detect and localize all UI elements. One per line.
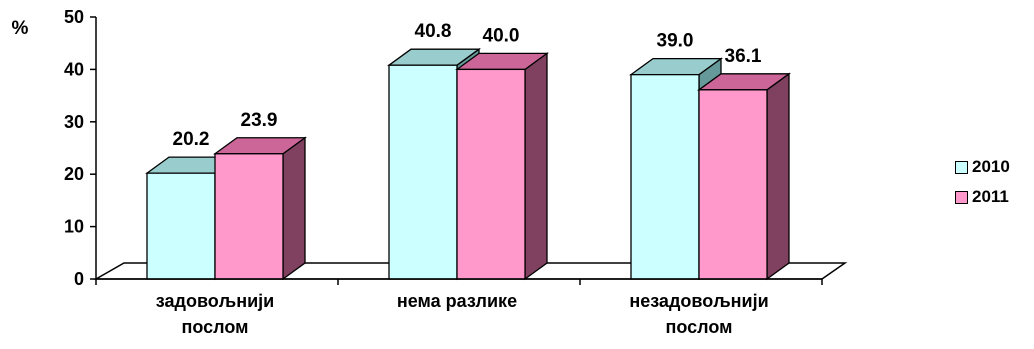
bar-value-label: 40.0 [483, 25, 520, 46]
bar-value-label: 23.9 [241, 110, 278, 131]
bar-value-label: 40.8 [415, 21, 452, 42]
bar-value-label: 39.0 [657, 31, 694, 52]
bar-front [456, 68, 526, 280]
legend-item-2011: 2011 [955, 182, 1010, 212]
y-tick-label: 20 [64, 164, 84, 184]
bar-front [388, 64, 458, 280]
y-tick-label: 40 [64, 59, 84, 79]
legend-item-2010: 2010 [955, 152, 1010, 182]
bar-2011-2: 36.1 [697, 46, 791, 281]
y-axis-label: % [12, 18, 29, 39]
x-axis: задовољнији послом нема разлике незадовољни… [95, 278, 823, 337]
x-category-label: послом [182, 317, 249, 337]
bar-side [524, 52, 548, 281]
x-category-label: незадовољнији [629, 291, 768, 311]
bar-value-label: 20.2 [173, 129, 210, 150]
bar-2011-0: 23.9 [213, 110, 307, 281]
bar-2011-1: 40.0 [455, 25, 549, 281]
bar-front [214, 153, 284, 280]
x-category-label: нема разлике [397, 291, 517, 311]
x-category-label: послом [666, 317, 733, 337]
y-tick-label: 0 [74, 269, 84, 289]
y-tick-label: 30 [64, 112, 84, 132]
bars: 20.2 40.8 39.0 23.9 40.0 36.1 [145, 21, 791, 281]
bar-value-label: 36.1 [725, 46, 762, 67]
legend-label-2011: 2011 [972, 187, 1009, 206]
y-tick-label: 10 [64, 217, 84, 237]
legend-label-2010: 2010 [972, 157, 1010, 176]
legend: 2010 2011 [955, 152, 1010, 212]
x-category-label: задовољнији [156, 291, 274, 311]
bar-side [282, 136, 306, 281]
legend-swatch-2010 [955, 160, 968, 174]
legend-swatch-2011 [955, 190, 968, 204]
y-tick-label: 50 [64, 7, 84, 27]
y-axis: 0 10 20 30 40 50 [64, 7, 97, 289]
bar-side [766, 72, 790, 281]
bar-front [146, 172, 216, 280]
bar-front [630, 73, 700, 280]
bar-front [698, 89, 768, 280]
